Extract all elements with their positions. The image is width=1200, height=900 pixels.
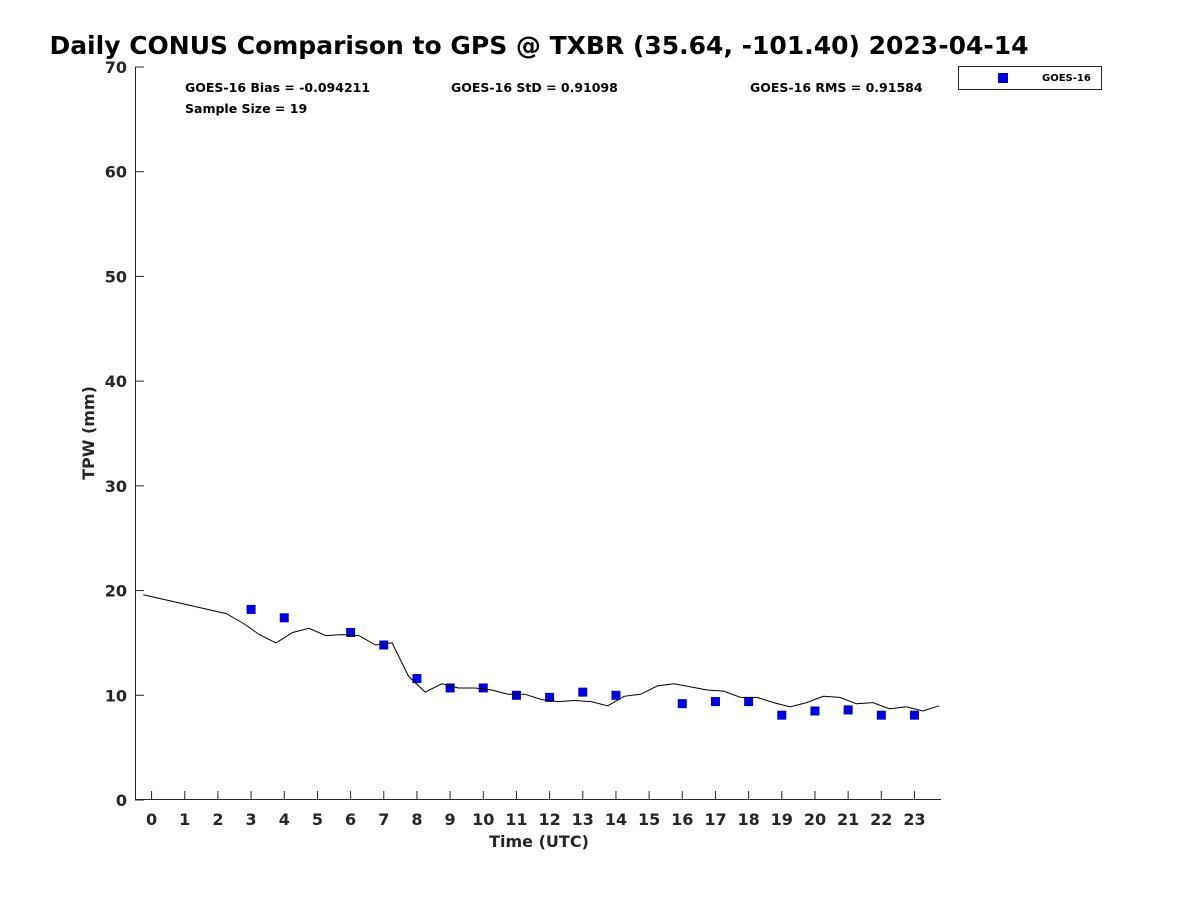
goes16-point (379, 640, 389, 650)
goes16-point (909, 710, 919, 720)
goes16-point (843, 705, 853, 715)
legend-label: GOES-16 (1042, 73, 1091, 84)
goes16-point (478, 683, 488, 693)
y-tick-label: 0 (116, 791, 127, 810)
goes16-point (876, 710, 886, 720)
x-tick-label: 4 (279, 810, 290, 829)
x-tick-label: 21 (837, 810, 859, 829)
rms-annotation: GOES-16 RMS = 0.91584 (750, 80, 923, 95)
x-tick-label: 2 (212, 810, 223, 829)
y-tick-label: 60 (105, 163, 127, 182)
goes16-point (246, 604, 256, 614)
std-annotation: GOES-16 StD = 0.91098 (451, 80, 618, 95)
goes16-point (279, 613, 289, 623)
x-tick-label: 9 (445, 810, 456, 829)
goes16-point (777, 710, 787, 720)
x-tick-label: 0 (146, 810, 157, 829)
goes16-point (445, 683, 455, 693)
x-axis-label: Time (UTC) (489, 832, 589, 851)
y-axis-label: TPW (mm) (79, 386, 98, 480)
x-tick-label: 3 (246, 810, 257, 829)
x-tick-label: 7 (378, 810, 389, 829)
gps-tpw-line (143, 594, 940, 712)
y-tick-label: 20 (105, 582, 127, 601)
x-tick-label: 10 (472, 810, 494, 829)
sample-size-annotation: Sample Size = 19 (185, 101, 307, 116)
legend-marker (998, 73, 1008, 83)
legend: GOES-16 (958, 66, 1102, 90)
x-ticks: 0 1 2 3 4 5 6 7 8 9 10 11 12 13 14 15 16 17 18 19 20 21 22 23 (146, 791, 926, 829)
goes16-point (511, 690, 521, 700)
x-tick-label: 5 (312, 810, 323, 829)
y-tick-label: 50 (105, 267, 127, 286)
y-tick-label: 30 (105, 477, 127, 496)
x-tick-label: 13 (572, 810, 594, 829)
goes16-point (677, 699, 687, 709)
y-ticks: 0 10 20 30 40 50 60 70 (105, 58, 144, 810)
x-tick-label: 14 (605, 810, 627, 829)
goes16-point (611, 690, 621, 700)
x-tick-label: 6 (345, 810, 356, 829)
x-tick-label: 12 (538, 810, 560, 829)
x-tick-label: 23 (903, 810, 925, 829)
x-tick-label: 1 (179, 810, 190, 829)
x-tick-label: 17 (704, 810, 726, 829)
plot-area (143, 594, 940, 720)
y-tick-label: 10 (105, 686, 127, 705)
goes16-point (710, 697, 720, 707)
x-tick-label: 16 (671, 810, 693, 829)
goes16-point (545, 692, 555, 702)
x-tick-label: 19 (771, 810, 793, 829)
legend-box (958, 66, 1102, 90)
x-tick-label: 11 (505, 810, 527, 829)
x-tick-label: 18 (737, 810, 759, 829)
x-tick-label: 8 (411, 810, 422, 829)
y-tick-label: 70 (105, 58, 127, 77)
x-tick-label: 15 (638, 810, 660, 829)
goes16-point (744, 697, 754, 707)
goes16-point (578, 687, 588, 697)
chart-title: Daily CONUS Comparison to GPS @ TXBR (35… (49, 31, 1028, 60)
x-tick-label: 22 (870, 810, 892, 829)
y-tick-label: 40 (105, 372, 127, 391)
bias-annotation: GOES-16 Bias = -0.094211 (185, 80, 370, 95)
goes16-point (346, 627, 356, 637)
x-tick-label: 20 (804, 810, 826, 829)
goes16-point (412, 674, 422, 684)
goes16-point (810, 706, 820, 716)
